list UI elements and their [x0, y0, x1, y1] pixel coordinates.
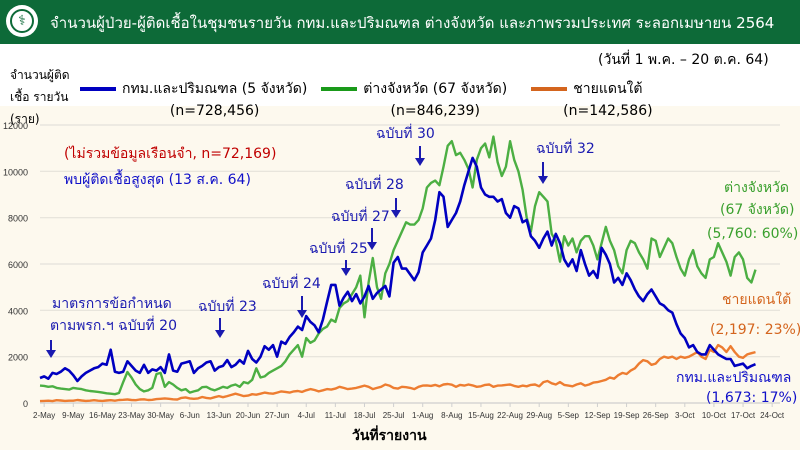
end-value-bangkok: (1,673: 17%) [706, 390, 798, 406]
page-title: จำนวนผู้ป่วย-ผู้ติดเชื้อในชุมชนรายวัน กท… [50, 14, 775, 32]
legend-provinces-n: (n=846,239) [390, 103, 480, 119]
x-tick-label: 24-Oct [760, 411, 785, 420]
x-tick-label: 26-Sep [643, 411, 669, 420]
y-axis-label: จำนวนผู้ติดเชื้อ รายวัน (ราย) [10, 68, 70, 126]
arrow-icon [297, 296, 307, 318]
x-tick-label: 16-May [89, 411, 116, 420]
x-tick-label: 15-Aug [468, 411, 494, 420]
legend-south-n: (n=142,586) [563, 103, 653, 119]
end-value-south: (2,197: 23%) [710, 322, 800, 338]
annotation-decree-25: ฉบับที่ 25 [309, 241, 368, 257]
end-label-south: ชายแดนใต้ [722, 292, 792, 308]
annotation-decree-20-line2: ตามพรก.ฯ ฉบับที่ 20 [50, 318, 177, 334]
arrow-icon [415, 146, 425, 166]
x-tick-label: 4-Jul [298, 411, 316, 420]
x-tick-label: 18-Jul [354, 411, 376, 420]
x-tick-label: 25-Jul [383, 411, 405, 420]
x-tick-label: 27-Jun [265, 411, 289, 420]
ministry-logo-icon: ⚕ [6, 5, 38, 37]
arrow-icon [367, 228, 377, 250]
x-tick-label: 3-Oct [675, 411, 695, 420]
annotation-excluded: (ไม่รวมข้อมูลเรือนจำ, n=72,169) [64, 146, 277, 162]
chart-background [0, 106, 800, 450]
annotation-decree-30: ฉบับที่ 30 [376, 126, 435, 142]
legend-swatch-provinces [321, 87, 358, 91]
x-tick-label: 19-Sep [614, 411, 640, 420]
end-value-provinces: (5,760: 60%) [707, 226, 799, 242]
x-tick-label: 12-Sep [585, 411, 611, 420]
legend-south: ชายแดนใต้ [573, 81, 643, 97]
annotation-decree-24: ฉบับที่ 24 [262, 276, 321, 292]
x-axis-label: วันที่รายงาน [352, 428, 427, 444]
annotation-peak: พบผู้ติดเชื้อสูงสุด (13 ส.ค. 64) [64, 172, 251, 188]
x-tick-label: 10-Oct [702, 411, 727, 420]
annotation-decree-32: ฉบับที่ 32 [536, 141, 595, 157]
x-tick-label: 8-Aug [441, 411, 462, 420]
x-tick-label: 11-Jul [325, 411, 346, 420]
series-line-south [39, 343, 756, 403]
y-tick-label: 4000 [8, 306, 28, 316]
x-tick-label: 22-Aug [497, 411, 523, 420]
y-tick-label: 8000 [8, 214, 28, 224]
x-tick-label: 1-Aug [412, 411, 433, 420]
x-tick-label: 23-May [118, 411, 145, 420]
x-tick-label: 9-May [62, 411, 84, 420]
legend-swatch-south [531, 87, 568, 91]
legend-swatch-bangkok [80, 87, 116, 91]
x-tick-label: 5-Sep [558, 411, 580, 420]
x-tick-label: 6-Jun [180, 411, 200, 420]
arrow-icon [538, 162, 548, 184]
annotation-decree-27: ฉบับที่ 27 [331, 209, 390, 225]
legend-item-bangkok: กทม.และปริมณฑล (5 จังหวัด) (n=728,456) [80, 80, 307, 120]
legend-item-provinces: ต่างจังหวัด (67 จังหวัด) (n=846,239) [321, 80, 507, 120]
y-tick-label: 12000 [3, 121, 28, 131]
x-tick-label: 2-May [33, 411, 55, 420]
series-line-bangkok [39, 156, 756, 383]
series-line-provinces [39, 135, 757, 396]
y-tick-label: 10000 [3, 167, 28, 177]
y-tick-label: 2000 [8, 353, 28, 363]
annotation-decree-20-line1: มาตรการข้อกำหนด [52, 296, 172, 312]
x-tick-label: 13-Jun [207, 411, 231, 420]
legend-item-south: ชายแดนใต้ (n=142,586) [521, 80, 653, 120]
end-label-bangkok: กทม.และปริมณฑล [676, 370, 792, 386]
end-label-provinces-2: (67 จังหวัด) [720, 202, 795, 218]
annotation-decree-28: ฉบับที่ 28 [345, 177, 404, 193]
y-tick-label: 0 [23, 399, 28, 409]
arrow-icon [391, 198, 401, 218]
date-range: (วันที่ 1 พ.ค. – 20 ต.ค. 64) [598, 52, 769, 68]
legend: กทม.และปริมณฑล (5 จังหวัด) (n=728,456) ต… [80, 80, 653, 120]
x-tick-label: 30-May [147, 411, 174, 420]
header-bar: ⚕ จำนวนผู้ป่วย-ผู้ติดเชื้อในชุมชนรายวัน … [0, 0, 800, 44]
y-tick-label: 6000 [8, 260, 28, 270]
legend-provinces: ต่างจังหวัด (67 จังหวัด) [363, 81, 508, 97]
legend-bangkok-n: (n=728,456) [169, 103, 260, 119]
arrow-icon [46, 340, 56, 358]
end-label-provinces: ต่างจังหวัด [724, 180, 790, 196]
x-tick-label: 17-Oct [731, 411, 756, 420]
legend-bangkok: กทม.และปริมณฑล (5 จังหวัด) [122, 81, 308, 97]
annotation-decree-23: ฉบับที่ 23 [198, 299, 257, 315]
arrow-icon [215, 318, 225, 338]
x-tick-label: 29-Aug [526, 411, 552, 420]
arrow-icon [341, 260, 351, 276]
x-tick-label: 20-Jun [236, 411, 260, 420]
